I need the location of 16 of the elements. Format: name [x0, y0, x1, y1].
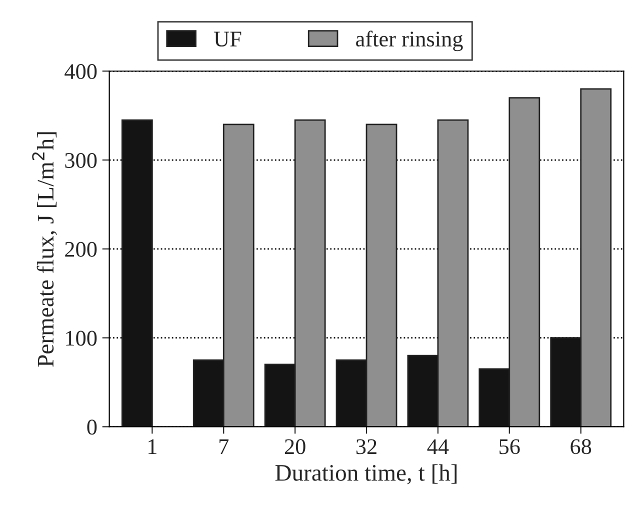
y-tick-label: 200 — [65, 242, 97, 257]
y-axis-title: Permeate flux, J [L/m$^{2}$h] — [32, 132, 58, 367]
x-tick-label: 68 — [570, 439, 592, 454]
x-tick-label: 56 — [500, 439, 520, 454]
x-tick-label: 44 — [427, 439, 449, 454]
x-tick-label: 7 — [220, 439, 229, 454]
y-tick-label: 400 — [64, 64, 97, 80]
x-axis-title: Duration time, t [h] — [275, 464, 457, 484]
x-tick-label: 32 — [356, 439, 376, 454]
x-tick-label: 1 — [148, 439, 156, 454]
y-tick-label: 100 — [66, 330, 97, 346]
legend-label: UF — [214, 32, 242, 47]
legend-label: after rinsing — [356, 30, 463, 52]
x-tick-label: 20 — [284, 439, 306, 454]
y-tick-label: 300 — [65, 152, 97, 168]
y-tick-label: 0 — [87, 420, 97, 435]
